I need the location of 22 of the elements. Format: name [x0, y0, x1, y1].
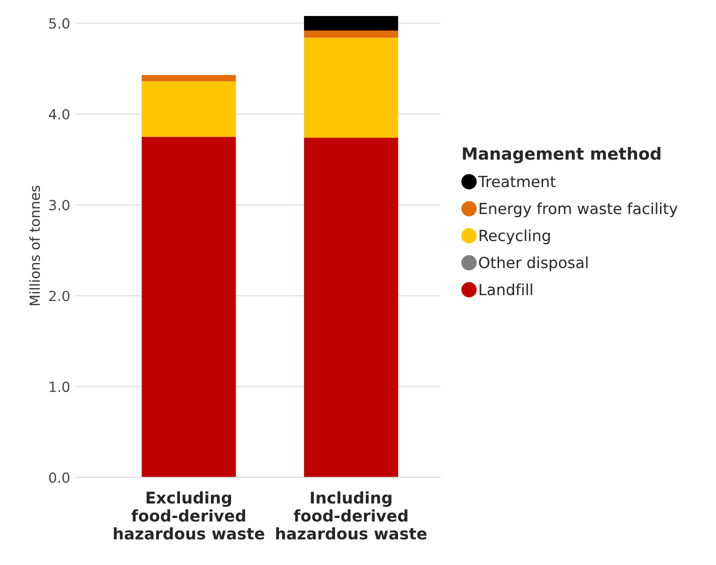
legend-label: Recycling: [480, 229, 550, 244]
y-axis-title: Millions of tonnes: [29, 186, 40, 306]
legend-label: Treatment: [478, 176, 556, 188]
y-tick-label: 3.0: [49, 200, 70, 210]
bar: [304, 138, 398, 478]
y-tick-label: 1.0: [50, 382, 70, 392]
x-tick-label: Excluding food-derived hazardous waste: [114, 491, 264, 540]
x-tick-label: Including food-derived hazardous waste: [276, 491, 427, 540]
y-tick-label: 5.0: [49, 18, 70, 29]
bar: [304, 30, 398, 38]
bar: [142, 81, 236, 137]
y-tick-label: 0.0: [49, 472, 70, 483]
bar: [304, 16, 398, 30]
bar: [304, 38, 398, 138]
bar: [142, 136, 236, 478]
legend-title: Management method: [462, 146, 660, 164]
y-tick-label: 2.0: [49, 290, 70, 302]
legend-label: Landfill: [480, 283, 532, 296]
legend-label: Other disposal: [479, 256, 588, 272]
y-tick-label: 4.0: [48, 109, 70, 120]
legend-label: Energy from waste facility: [480, 202, 678, 218]
bar: [142, 74, 236, 82]
